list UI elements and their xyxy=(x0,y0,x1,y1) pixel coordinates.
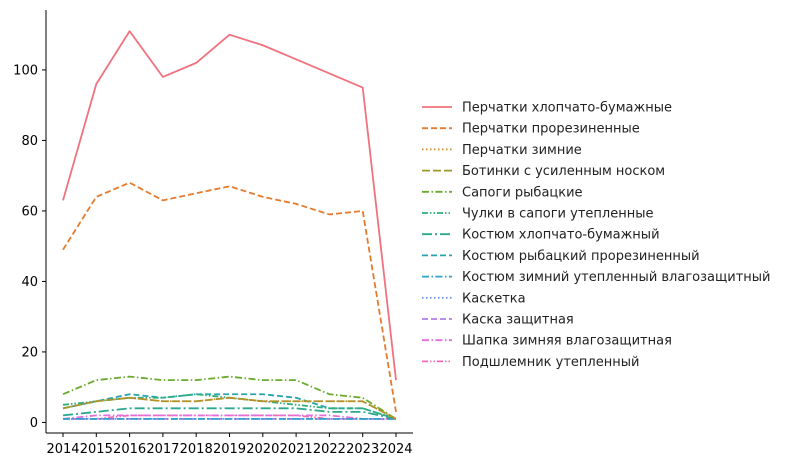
y-tick-label: 40 xyxy=(21,275,38,290)
y-tick-label: 80 xyxy=(21,134,38,149)
series-line-5 xyxy=(62,375,397,420)
x-tick-label: 2018 xyxy=(180,442,213,457)
x-tick-label: 2021 xyxy=(280,442,313,457)
y-tick-label: 0 xyxy=(30,416,38,431)
legend-label: Перчатки хлопчато-бумажные xyxy=(462,101,672,116)
legend-label: Каска защитная xyxy=(462,313,574,328)
y-tick-label: 60 xyxy=(21,204,38,219)
series-line-3 xyxy=(62,396,397,420)
legend: Перчатки хлопчато-бумажные Перчатки проре… xyxy=(422,101,770,370)
series-line-7 xyxy=(62,407,397,420)
legend-label: Костюм хлопчато-бумажный xyxy=(462,228,660,243)
legend-label: Подшлемник утепленный xyxy=(462,355,639,370)
series-line-1 xyxy=(62,30,397,381)
x-tick-label: 2015 xyxy=(80,442,113,457)
legend-label: Перчатки прорезиненные xyxy=(462,122,640,137)
x-tick-label: 2019 xyxy=(213,442,246,457)
x-tick-label: 2016 xyxy=(113,442,146,457)
axes: 0 20 40 60 80 100 2014 2015 2016 2017 2018 2019 2020… xyxy=(13,10,413,457)
legend-label: Каскетка xyxy=(462,291,526,306)
x-tick-label: 2023 xyxy=(346,442,379,457)
x-tick-label: 2022 xyxy=(313,442,346,457)
x-tick-label: 2024 xyxy=(379,442,412,457)
series-line-2 xyxy=(62,181,397,412)
legend-label: Ботинки с усиленным носком xyxy=(462,164,665,179)
legend-label: Перчатки зимние xyxy=(462,143,582,158)
legend-label: Сапоги рыбацкие xyxy=(462,185,583,200)
y-tick-label: 100 xyxy=(13,63,38,78)
x-tick-label: 2017 xyxy=(146,442,179,457)
x-tick-label: 2014 xyxy=(46,442,79,457)
y-tick-label: 20 xyxy=(21,345,38,360)
series-line-12 xyxy=(62,414,396,420)
legend-label: Шапка зимняя влагозащитная xyxy=(462,334,672,349)
legend-label: Чулки в сапоги утепленные xyxy=(462,207,653,222)
legend-label: Костюм рыбацкий прорезиненный xyxy=(462,249,700,264)
series-lines xyxy=(62,30,397,420)
x-tick-label: 2020 xyxy=(246,442,279,457)
legend-label: Костюм зимний утепленный влагозащитный xyxy=(462,270,770,285)
